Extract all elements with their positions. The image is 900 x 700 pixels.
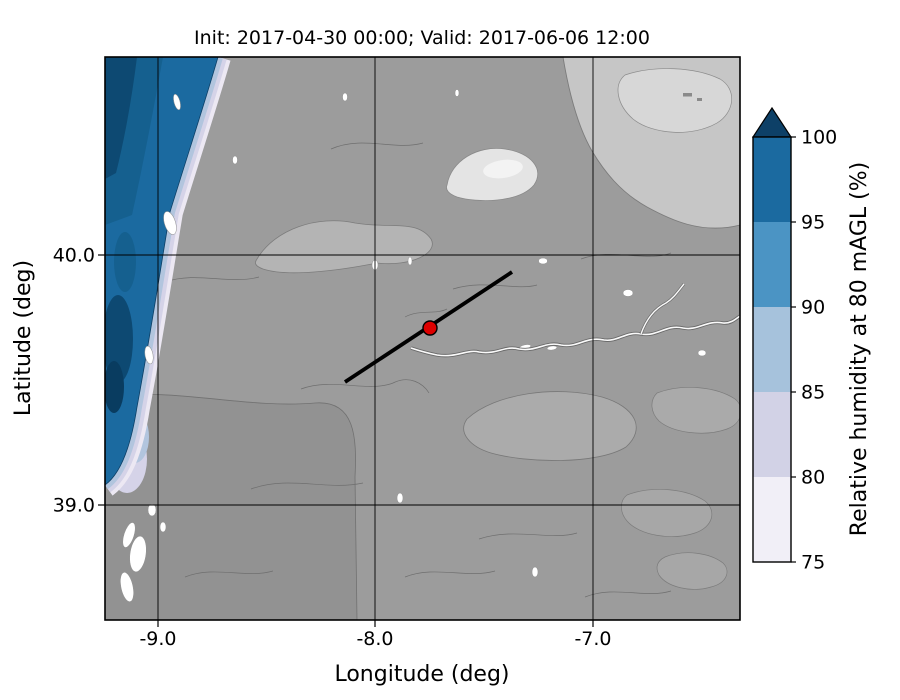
terrain-contours	[164, 142, 672, 598]
white-patches	[120, 89, 707, 602]
river	[410, 283, 740, 358]
y-tick-label: 39.0	[53, 495, 95, 517]
colorbar-segment	[753, 137, 791, 222]
axis-tick-marks	[98, 254, 594, 627]
x-axis-label: Longitude (deg)	[334, 662, 509, 687]
colorbar-extend-arrow	[751, 106, 793, 138]
lowland-region	[105, 393, 358, 620]
grid-lines	[105, 57, 740, 620]
colorbar: 100 95 90 85 80 75 Relative humidity at …	[751, 106, 872, 574]
y-tick-label: 40.0	[53, 245, 95, 267]
x-tick-label: -7.0	[574, 628, 611, 650]
y-axis-label: Latitude (deg)	[11, 260, 36, 416]
figure-title: Init: 2017-04-30 00:00; Valid: 2017-06-0…	[194, 27, 650, 49]
colorbar-segment	[753, 222, 791, 307]
colorbar-tick-label: 85	[801, 382, 825, 404]
colorbar-segment	[753, 477, 791, 562]
colorbar-segment	[753, 392, 791, 477]
ocean-darkest-patches	[105, 57, 163, 413]
axes-frame	[104, 56, 741, 621]
terrain-light-patches	[255, 57, 740, 590]
colorbar-outline	[752, 136, 792, 563]
colorbar-tick-label: 80	[801, 467, 825, 489]
colorbar-segment	[753, 307, 791, 392]
colorbar-tick-label: 95	[801, 212, 825, 234]
map-plot-area	[105, 57, 740, 620]
x-tick-label: -8.0	[356, 628, 393, 650]
colorbar-tick-label: 100	[801, 127, 837, 149]
colorbar-tick-label: 75	[801, 552, 825, 574]
location-marker	[422, 320, 438, 336]
colorbar-label: Relative humidity at 80 mAGL (%)	[847, 162, 872, 536]
colorbar-tick-label: 90	[801, 297, 825, 319]
colorbar-tick-marks	[791, 136, 796, 563]
x-tick-label: -9.0	[139, 628, 176, 650]
